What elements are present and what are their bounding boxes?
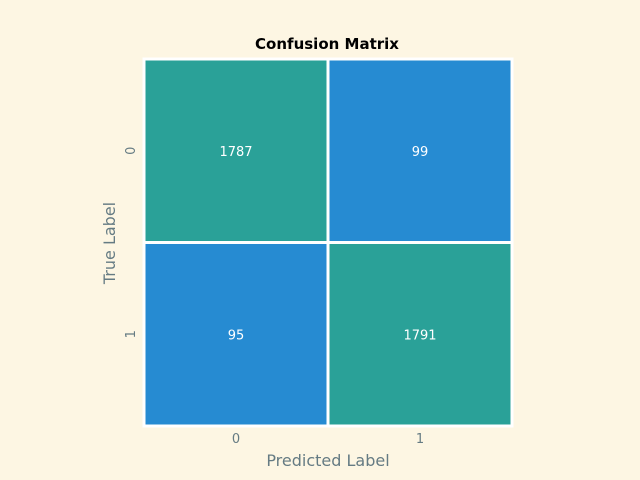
y-tick-label-0: 0 [124,147,139,155]
heatmap-cell-1-0 [142,241,330,428]
y-tick-label-1: 1 [124,330,139,338]
y-axis-label: True Label [100,202,119,285]
heatmap-cell-1-1 [326,241,514,428]
cell-value-1-1: 1791 [403,328,436,343]
heatmap-cell-0-0 [142,57,330,244]
chart-title: Confusion Matrix [255,35,399,53]
heatmap-cell-0-1 [326,57,514,244]
cell-value-1-0: 95 [228,328,245,343]
cell-value-0-0: 1787 [219,145,252,160]
y-tick-labels: 01 [124,147,139,339]
x-tick-label-1: 1 [416,432,424,447]
x-tick-label-0: 0 [232,432,240,447]
cell-value-0-1: 99 [412,145,429,160]
heatmap-cells: 1787 99 95 1791 [142,57,514,428]
x-axis-label: Predicted Label [266,451,389,470]
